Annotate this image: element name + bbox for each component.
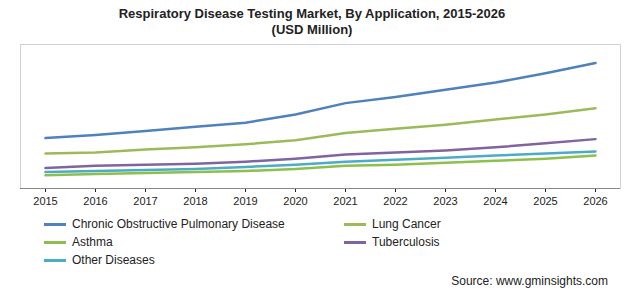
svg-text:2018: 2018: [183, 195, 207, 207]
svg-text:2023: 2023: [433, 195, 457, 207]
svg-text:2024: 2024: [483, 195, 507, 207]
svg-text:2016: 2016: [83, 195, 107, 207]
html-text:Lung Cancer: Lung Cancer: [372, 217, 441, 231]
html-text:(USD Million): (USD Million): [271, 22, 353, 37]
svg-text:2026: 2026: [583, 195, 607, 207]
html-text:Source: www.gminsights.com: Source: www.gminsights.com: [451, 274, 608, 288]
svg-text:2015: 2015: [33, 195, 57, 207]
svg-text:2017: 2017: [133, 195, 157, 207]
html-text:Chronic Obstructive Pulmonary: Chronic Obstructive Pulmonary Disease: [72, 217, 285, 231]
svg-text:2025: 2025: [533, 195, 557, 207]
html-text:Tuberculosis: Tuberculosis: [372, 235, 440, 249]
svg-text:2022: 2022: [383, 195, 407, 207]
html-text:Respiratory Disease Testing Ma: Respiratory Disease Testing Market, By A…: [118, 6, 506, 21]
svg-text:2019: 2019: [233, 195, 257, 207]
svg-text:2020: 2020: [283, 195, 307, 207]
svg-text:2021: 2021: [333, 195, 357, 207]
html-text:Other Diseases: Other Diseases: [72, 253, 155, 267]
html-text:Asthma: Asthma: [72, 235, 113, 249]
